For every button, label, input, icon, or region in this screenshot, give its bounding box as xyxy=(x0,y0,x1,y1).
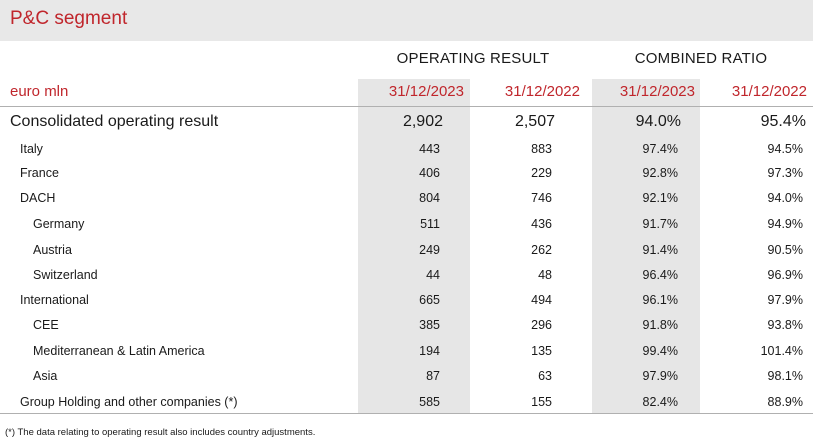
cell-cr-2022: 88.9% xyxy=(767,395,803,409)
row-label: Germany xyxy=(33,217,85,231)
cell-or-2023: 443 xyxy=(419,142,440,156)
cell-cr-2022: 94.5% xyxy=(767,142,803,156)
col-header-cr-2023: 31/12/2023 xyxy=(619,83,695,100)
row-label: Mediterranean & Latin America xyxy=(33,344,205,358)
row-label: Switzerland xyxy=(33,268,98,282)
cell-or-2022: 436 xyxy=(531,217,552,231)
cell-cr-2023: 92.1% xyxy=(642,191,678,205)
group-header-operating-result: OPERATING RESULT xyxy=(396,50,550,67)
col-header-cr-2022: 31/12/2022 xyxy=(731,83,807,100)
table-row: Consolidated operating result 2,902 2,507 9… xyxy=(0,110,813,135)
shade-or-2023 xyxy=(358,79,470,413)
cell-cr-2023: 91.4% xyxy=(642,243,678,257)
page-title: P&C segment xyxy=(10,8,128,29)
cell-or-2022: 262 xyxy=(531,243,552,257)
cell-cr-2023: 91.7% xyxy=(642,217,678,231)
header-divider xyxy=(0,106,813,107)
table-bottom-divider xyxy=(0,413,813,414)
row-label: Group Holding and other companies (*) xyxy=(20,395,238,409)
footnote: (*) The data relating to operating resul… xyxy=(5,427,316,438)
cell-cr-2022: 94.9% xyxy=(767,217,803,231)
table-row: DACH 804 746 92.1% 94.0% xyxy=(0,186,813,211)
cell-or-2022: 135 xyxy=(531,344,552,358)
cell-or-2022: 494 xyxy=(531,293,552,307)
table-row: Asia 87 63 97.9% 98.1% xyxy=(0,364,813,389)
table-row: International 665 494 96.1% 97.9% xyxy=(0,288,813,313)
cell-cr-2022: 93.8% xyxy=(767,318,803,332)
cell-or-2023: 511 xyxy=(420,217,440,231)
cell-or-2023: 194 xyxy=(419,344,440,358)
cell-or-2023: 385 xyxy=(419,318,440,332)
cell-cr-2022: 97.3% xyxy=(767,166,803,180)
group-header-combined-ratio: COMBINED RATIO xyxy=(634,50,768,67)
cell-cr-2022: 97.9% xyxy=(767,293,803,307)
shade-cr-2023 xyxy=(592,79,700,413)
row-label: Italy xyxy=(20,142,43,156)
cell-cr-2022: 96.9% xyxy=(767,268,803,282)
unit-label: euro mln xyxy=(10,83,69,100)
cell-or-2022: 746 xyxy=(531,191,552,205)
table-row: Group Holding and other companies (*) 585… xyxy=(0,390,813,415)
table-row: Austria 249 262 91.4% 90.5% xyxy=(0,238,813,263)
cell-cr-2023: 97.4% xyxy=(642,142,678,156)
cell-or-2022: 48 xyxy=(538,268,552,282)
cell-or-2023: 406 xyxy=(419,166,440,180)
table-row: France 406 229 92.8% 97.3% xyxy=(0,161,813,186)
row-label: Asia xyxy=(33,369,58,383)
cell-or-2023: 804 xyxy=(419,191,440,205)
cell-or-2023: 665 xyxy=(419,293,440,307)
cell-or-2023: 87 xyxy=(426,369,440,383)
cell-cr-2022: 98.1% xyxy=(767,369,803,383)
cell-or-2022: 296 xyxy=(531,318,552,332)
cell-cr-2023: 92.8% xyxy=(642,166,678,180)
cell-cr-2023: 96.1% xyxy=(642,293,678,307)
col-header-or-2023: 31/12/2023 xyxy=(388,83,464,100)
cell-or-2023: 2,902 xyxy=(402,113,443,130)
cell-or-2022: 2,507 xyxy=(514,113,555,130)
col-header-or-2022: 31/12/2022 xyxy=(504,83,580,100)
row-label: France xyxy=(20,166,59,180)
cell-cr-2022: 95.4% xyxy=(760,113,806,130)
cell-cr-2023: 82.4% xyxy=(642,395,678,409)
cell-cr-2023: 94.0% xyxy=(635,113,681,130)
cell-or-2022: 229 xyxy=(531,166,552,180)
title-bar: P&C segment xyxy=(0,0,813,41)
cell-cr-2023: 97.9% xyxy=(642,369,678,383)
row-label: CEE xyxy=(33,318,59,332)
cell-cr-2022: 94.0% xyxy=(767,191,803,205)
row-label: Austria xyxy=(33,243,72,257)
cell-or-2023: 585 xyxy=(419,395,440,409)
row-label: Consolidated operating result xyxy=(10,113,219,130)
cell-cr-2023: 99.4% xyxy=(642,344,678,358)
cell-cr-2023: 96.4% xyxy=(642,268,678,282)
table-row: CEE 385 296 91.8% 93.8% xyxy=(0,313,813,338)
cell-or-2022: 883 xyxy=(531,142,552,156)
table-row: Switzerland 44 48 96.4% 96.9% xyxy=(0,263,813,288)
table-row: Mediterranean & Latin America 194 135 99.4%… xyxy=(0,339,813,364)
cell-or-2022: 155 xyxy=(531,395,552,409)
row-label: DACH xyxy=(20,191,56,205)
row-label: International xyxy=(20,293,89,307)
cell-cr-2022: 90.5% xyxy=(767,243,803,257)
cell-or-2023: 44 xyxy=(426,268,440,282)
cell-or-2022: 63 xyxy=(538,369,552,383)
table-row: Germany 511 436 91.7% 94.9% xyxy=(0,212,813,237)
cell-or-2023: 249 xyxy=(419,243,440,257)
cell-cr-2023: 91.8% xyxy=(642,318,678,332)
cell-cr-2022: 101.4% xyxy=(760,344,803,358)
table-row: Italy 443 883 97.4% 94.5% xyxy=(0,137,813,162)
column-header-row: euro mln 31/12/2023 31/12/2022 31/12/202… xyxy=(0,80,813,105)
